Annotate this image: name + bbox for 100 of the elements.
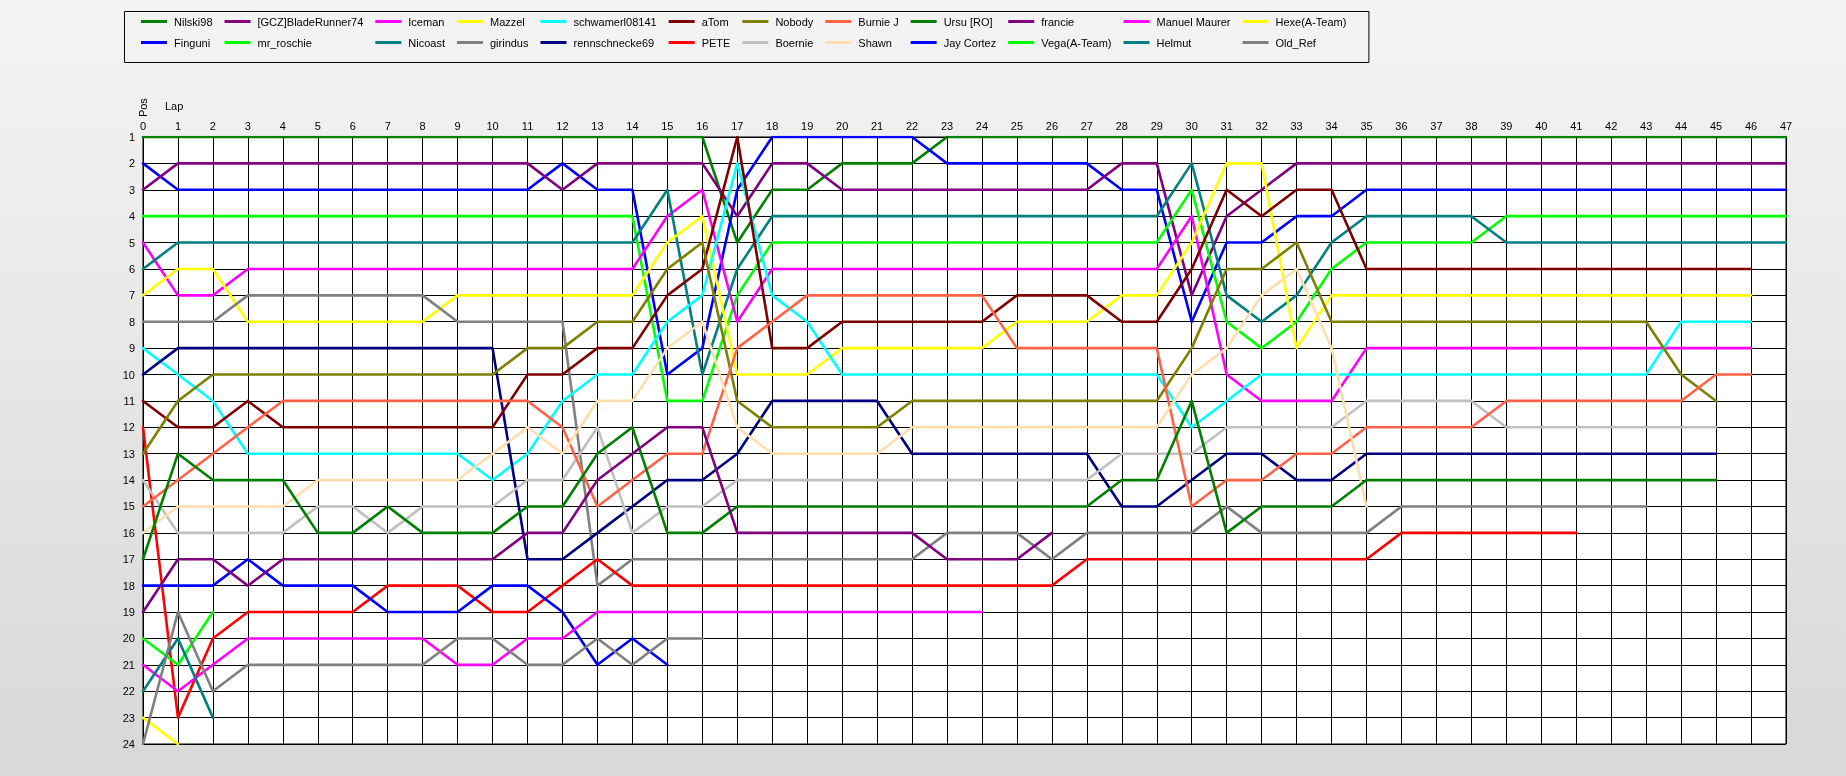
line-series [141, 135, 1753, 429]
line-series [141, 557, 669, 667]
line-series [141, 346, 1718, 561]
x-tick-label: 43 [1640, 119, 1653, 132]
x-tick-label: 9 [454, 119, 461, 132]
line-series [141, 294, 1753, 508]
legend-label: Finguni [174, 36, 211, 49]
x-tick-label: 24 [975, 119, 989, 132]
y-tick-label: 2 [128, 157, 135, 170]
x-tick-label: 19 [801, 119, 814, 132]
x-tick-label: 31 [1220, 119, 1233, 132]
x-tick-label: 3 [244, 119, 251, 132]
legend-label: Manuel Maurer [1156, 15, 1231, 28]
x-tick-label: 38 [1465, 119, 1478, 132]
y-tick-label: 22 [122, 685, 135, 698]
x-tick-label: 15 [661, 119, 674, 132]
x-tick-label: 21 [870, 119, 884, 132]
x-tick-label: 34 [1325, 119, 1338, 132]
x-tick-label: 32 [1255, 119, 1268, 132]
line-series [141, 399, 1718, 561]
x-tick-label: 10 [486, 119, 499, 132]
x-tick-label: 13 [591, 119, 604, 132]
y-tick-label: 21 [122, 658, 135, 671]
y-tick-label: 10 [122, 368, 135, 381]
legend-label: schwamerl08141 [573, 15, 657, 28]
y-tick-label: 13 [122, 447, 135, 460]
x-tick-label: 0 [139, 119, 147, 132]
y-tick-label: 20 [122, 632, 135, 645]
x-tick-label: 27 [1080, 119, 1093, 132]
x-tick-label: 17 [731, 119, 744, 132]
x-tick-label: 2 [209, 119, 216, 132]
line-series [141, 241, 1718, 455]
x-tick-label: 12 [556, 119, 569, 132]
line-series [141, 135, 1788, 244]
line-series [141, 162, 1788, 297]
x-tick-label: 11 [521, 119, 534, 132]
legend-label: Mazzel [489, 15, 525, 28]
line-series [141, 610, 984, 693]
legend-label: Ursu [RO] [943, 15, 993, 28]
y-tick-label: 9 [128, 342, 135, 355]
legend-label: Iceman [408, 15, 445, 28]
x-tick-label: 4 [279, 119, 286, 132]
x-tick-label: 23 [940, 119, 954, 132]
line-series [141, 399, 1718, 535]
legend-label: Nobody [775, 15, 814, 28]
y-tick-label: 19 [122, 606, 135, 619]
x-tick-label: 22 [905, 119, 919, 132]
y-tick-label: 17 [122, 553, 135, 566]
legend-label: Nicoast [408, 36, 445, 49]
x-tick-label: 37 [1430, 119, 1443, 132]
y-axis-title: Pos [137, 97, 149, 118]
x-tick-label: 42 [1605, 119, 1618, 132]
legend-label: Boernie [775, 36, 814, 49]
x-tick-label: 16 [696, 119, 709, 132]
legend-label: girindus [489, 36, 529, 49]
x-tick-label: 40 [1535, 119, 1548, 132]
x-tick-label: 30 [1185, 119, 1198, 132]
legend-label: Nilski98 [174, 15, 213, 28]
legend-label: PETE [701, 36, 731, 49]
x-tick-label: 18 [766, 119, 779, 132]
x-tick-label: 33 [1290, 119, 1303, 132]
legend-label: aTom [701, 15, 729, 28]
legend-label: mr_roschie [257, 36, 312, 49]
y-tick-label: 1 [128, 131, 135, 143]
x-tick-label: 28 [1115, 119, 1128, 132]
x-tick-label: 36 [1395, 119, 1408, 132]
legend-label: Old_Ref [1275, 36, 1317, 49]
x-tick-label: 45 [1709, 119, 1723, 132]
x-tick-label: 47 [1779, 119, 1793, 132]
legend-label: rennschnecke69 [573, 36, 655, 49]
y-tick-label: 23 [122, 711, 135, 724]
legend-label: francie [1041, 15, 1075, 28]
line-series [141, 610, 704, 746]
line-series [141, 294, 1648, 587]
line-series [141, 162, 1753, 482]
x-tick-label: 35 [1360, 119, 1373, 132]
y-tick-label: 3 [128, 183, 135, 196]
y-tick-label: 24 [122, 738, 135, 750]
x-tick-label: 46 [1744, 119, 1758, 132]
y-tick-label: 15 [122, 500, 135, 513]
x-tick-label: 20 [836, 119, 849, 132]
legend-label: [GCZ]BladeRunner74 [257, 15, 364, 28]
x-tick-label: 25 [1010, 119, 1024, 132]
x-tick-label: 44 [1675, 119, 1688, 132]
legend-label: Helmut [1156, 36, 1192, 49]
line-series [141, 267, 1368, 535]
x-tick-label: 6 [349, 119, 356, 132]
y-tick-label: 11 [123, 394, 135, 407]
y-tick-label: 8 [128, 315, 135, 328]
x-axis-title: Lap [165, 99, 184, 112]
legend-label: Jay Cortez [943, 36, 997, 49]
x-tick-label: 1 [174, 119, 182, 132]
x-tick-label: 7 [384, 119, 391, 132]
x-tick-label: 5 [314, 119, 321, 132]
legend-label: Hexe(A-Team) [1275, 15, 1347, 28]
x-tick-label: 26 [1045, 119, 1059, 132]
y-tick-label: 6 [128, 262, 135, 275]
y-tick-label: 14 [122, 474, 135, 487]
y-tick-label: 7 [128, 289, 135, 302]
y-tick-label: 5 [128, 236, 135, 249]
